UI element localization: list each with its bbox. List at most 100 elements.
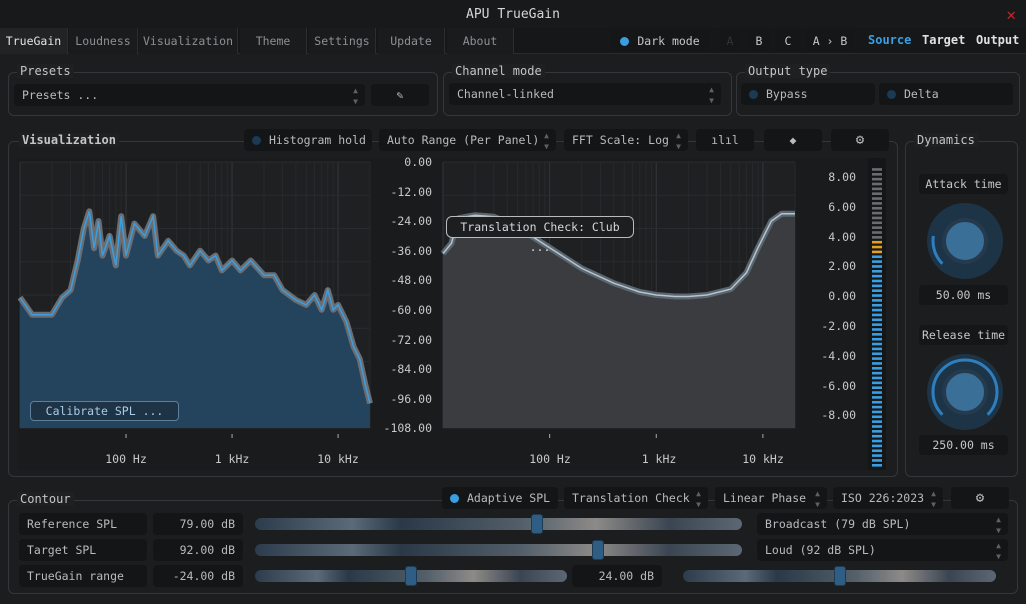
tab-truegain[interactable]: TrueGain <box>0 28 68 54</box>
meter-segment <box>872 226 882 229</box>
truegain-range-min-value[interactable]: -24.00 dB <box>153 565 243 587</box>
meter-segment <box>872 216 882 220</box>
view-source[interactable]: Source <box>868 33 912 47</box>
slider-thumb[interactable] <box>592 540 605 560</box>
left-axis-tick: -24.00 <box>390 214 432 229</box>
meter-segment <box>872 187 882 191</box>
phase-value: Linear Phase <box>723 491 807 505</box>
tab-theme[interactable]: Theme <box>240 28 307 54</box>
release-time-label: Release time <box>919 325 1008 345</box>
truegain-range-max-value[interactable]: 24.00 dB <box>572 565 662 587</box>
phase-select[interactable]: Linear Phase ▲ ▼ <box>715 487 827 509</box>
reference-spl-value[interactable]: 79.00 dB <box>153 513 243 535</box>
iso-select[interactable]: ISO 226:2023 ▲ ▼ <box>833 487 943 509</box>
meter-segment <box>872 357 882 360</box>
release-time-knob[interactable] <box>927 354 1003 430</box>
dark-mode-toggle[interactable]: Dark mode <box>610 31 710 51</box>
tab-about[interactable]: About <box>447 28 514 54</box>
left-axis-tick: -72.00 <box>390 332 432 347</box>
left-axis-tick: -12.00 <box>390 184 432 199</box>
left-axis-tick: -96.00 <box>390 391 432 406</box>
spectrum-area <box>20 211 370 428</box>
left-axis-tick: 0.00 <box>404 155 432 169</box>
view-output[interactable]: Output <box>976 33 1020 47</box>
attack-time-value[interactable]: 50.00 ms <box>919 285 1008 305</box>
freq-label-100hz: 100 Hz <box>105 452 147 466</box>
a-to-b-button[interactable]: A › B <box>806 31 854 51</box>
adaptive-spl-label: Adaptive SPL <box>467 491 551 505</box>
right-axis-tick: 0.00 <box>828 289 856 304</box>
contour-gear-icon[interactable]: ⚙ <box>951 487 1009 509</box>
truegain-range-min-slider[interactable] <box>255 566 567 586</box>
left-axis-tick: -48.00 <box>390 273 432 288</box>
range-value: Auto Range (Per Panel) <box>387 133 540 147</box>
reference-preset-select[interactable]: Broadcast (79 dB SPL) ▲ ▼ <box>757 513 1008 535</box>
slot-c-button[interactable]: C <box>777 31 799 51</box>
spinner-icon: ▲ ▼ <box>996 515 1001 535</box>
slot-a-button[interactable]: A <box>719 31 741 51</box>
layers-icon[interactable]: ◆ <box>764 129 822 151</box>
spectrum-area <box>443 213 795 428</box>
calibrate-spl-button[interactable]: Calibrate SPL ... <box>30 401 179 421</box>
radio-icon <box>887 90 896 99</box>
slider-thumb[interactable] <box>530 514 543 534</box>
meter-segment <box>872 303 882 307</box>
histogram-hold-toggle[interactable]: Histogram hold <box>244 129 372 151</box>
range-select[interactable]: Auto Range (Per Panel) ▲ ▼ <box>379 129 556 151</box>
meter-segment <box>872 347 882 351</box>
target-preset-select[interactable]: Loud (92 dB SPL) ▲ ▼ <box>757 539 1008 561</box>
channel-mode-label: Channel mode <box>452 64 545 78</box>
reference-spl-slider[interactable] <box>255 514 742 534</box>
close-x-icon[interactable]: ✕ <box>1006 5 1016 24</box>
gear-icon[interactable]: ⚙ <box>831 129 889 151</box>
spectrum-line <box>19 211 371 404</box>
translation-check-select[interactable]: Translation Check ▲ ▼ <box>564 487 708 509</box>
adaptive-spl-toggle[interactable]: Adaptive SPL <box>442 487 558 509</box>
bypass-toggle[interactable]: Bypass <box>741 83 875 105</box>
meter-segment <box>872 284 882 288</box>
spinner-icon: ▲ ▼ <box>996 541 1001 561</box>
meter-segment <box>872 221 882 225</box>
meter-segment <box>872 260 882 263</box>
left-axis-tick: -36.00 <box>390 243 432 258</box>
meter-segment <box>872 265 882 268</box>
delta-toggle[interactable]: Delta <box>879 83 1013 105</box>
meter-segment <box>872 367 882 370</box>
tab-loudness[interactable]: Loudness <box>69 28 138 54</box>
radio-icon <box>252 136 261 145</box>
output-type-label: Output type <box>745 64 831 78</box>
target-preset-value: Loud (92 dB SPL) <box>765 543 876 557</box>
tab-update[interactable]: Update <box>378 28 445 54</box>
presets-select[interactable]: Presets ... ▲ ▼ <box>14 84 365 106</box>
radio-icon <box>450 494 459 503</box>
spinner-icon: ▲ ▼ <box>815 489 820 509</box>
slider-thumb[interactable] <box>405 566 417 586</box>
waveform-icon[interactable]: ılıl <box>696 129 754 151</box>
spinner-icon: ▲ ▼ <box>696 489 701 509</box>
meter-segment <box>872 454 882 457</box>
view-target[interactable]: Target <box>922 33 966 47</box>
release-time-value[interactable]: 250.00 ms <box>919 435 1008 455</box>
meter-segment <box>872 391 882 394</box>
freq-label-10khz: 10 kHz <box>742 452 784 466</box>
tab-settings[interactable]: Settings <box>309 28 376 54</box>
presets-group: Presets Presets ... ▲ ▼ ✎ <box>8 64 438 116</box>
target-spl-slider[interactable] <box>255 540 742 560</box>
meter-segment <box>872 439 882 443</box>
meter-segment <box>872 386 882 389</box>
tab-visualization[interactable]: Visualization <box>139 28 238 54</box>
slider-thumb[interactable] <box>833 566 846 586</box>
pencil-icon[interactable]: ✎ <box>371 84 429 106</box>
freq-label-1khz: 1 kHz <box>641 452 677 466</box>
slot-b-button[interactable]: B <box>748 31 770 51</box>
truegain-range-max-slider[interactable] <box>683 566 996 586</box>
spinner-icon: ▲ ▼ <box>544 131 549 151</box>
channel-mode-select[interactable]: Channel-linked ▲ ▼ <box>449 83 721 105</box>
attack-time-knob[interactable] <box>927 203 1003 279</box>
meter-segment <box>872 342 882 346</box>
attack-time-label: Attack time <box>919 174 1008 194</box>
meter-segment <box>872 396 882 399</box>
right-axis-tick: 2.00 <box>828 259 856 274</box>
target-spl-value[interactable]: 92.00 dB <box>153 539 243 561</box>
fft-scale-select[interactable]: FFT Scale: Log ▲ ▼ <box>564 129 688 151</box>
